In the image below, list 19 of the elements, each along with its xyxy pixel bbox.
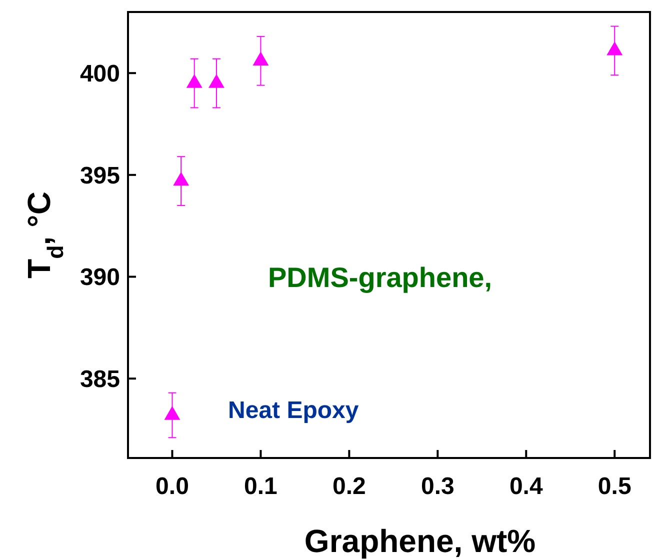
x-tick-label: 0.0	[156, 473, 189, 500]
y-tick-label: 400	[80, 60, 120, 88]
point	[173, 172, 190, 186]
annotation: PDMS-graphene,	[268, 262, 492, 293]
annotation: Neat Epoxy	[228, 397, 360, 424]
y-tick-label: 390	[80, 264, 120, 292]
point	[186, 74, 202, 88]
x-tick-label: 0.3	[420, 473, 454, 500]
point	[208, 74, 224, 88]
point	[252, 52, 269, 66]
point	[606, 41, 623, 56]
x-tick-label: 0.2	[332, 473, 366, 500]
x-axis-title: Graphene, wt%	[304, 523, 536, 559]
y-tick-label: 385	[80, 366, 120, 393]
x-tick-label: 0.4	[509, 473, 544, 500]
point	[164, 406, 180, 420]
x-tick-label: 0.5	[598, 473, 632, 500]
x-tick-label: 0.1	[244, 473, 278, 500]
y-tick-label: 395	[80, 162, 120, 190]
